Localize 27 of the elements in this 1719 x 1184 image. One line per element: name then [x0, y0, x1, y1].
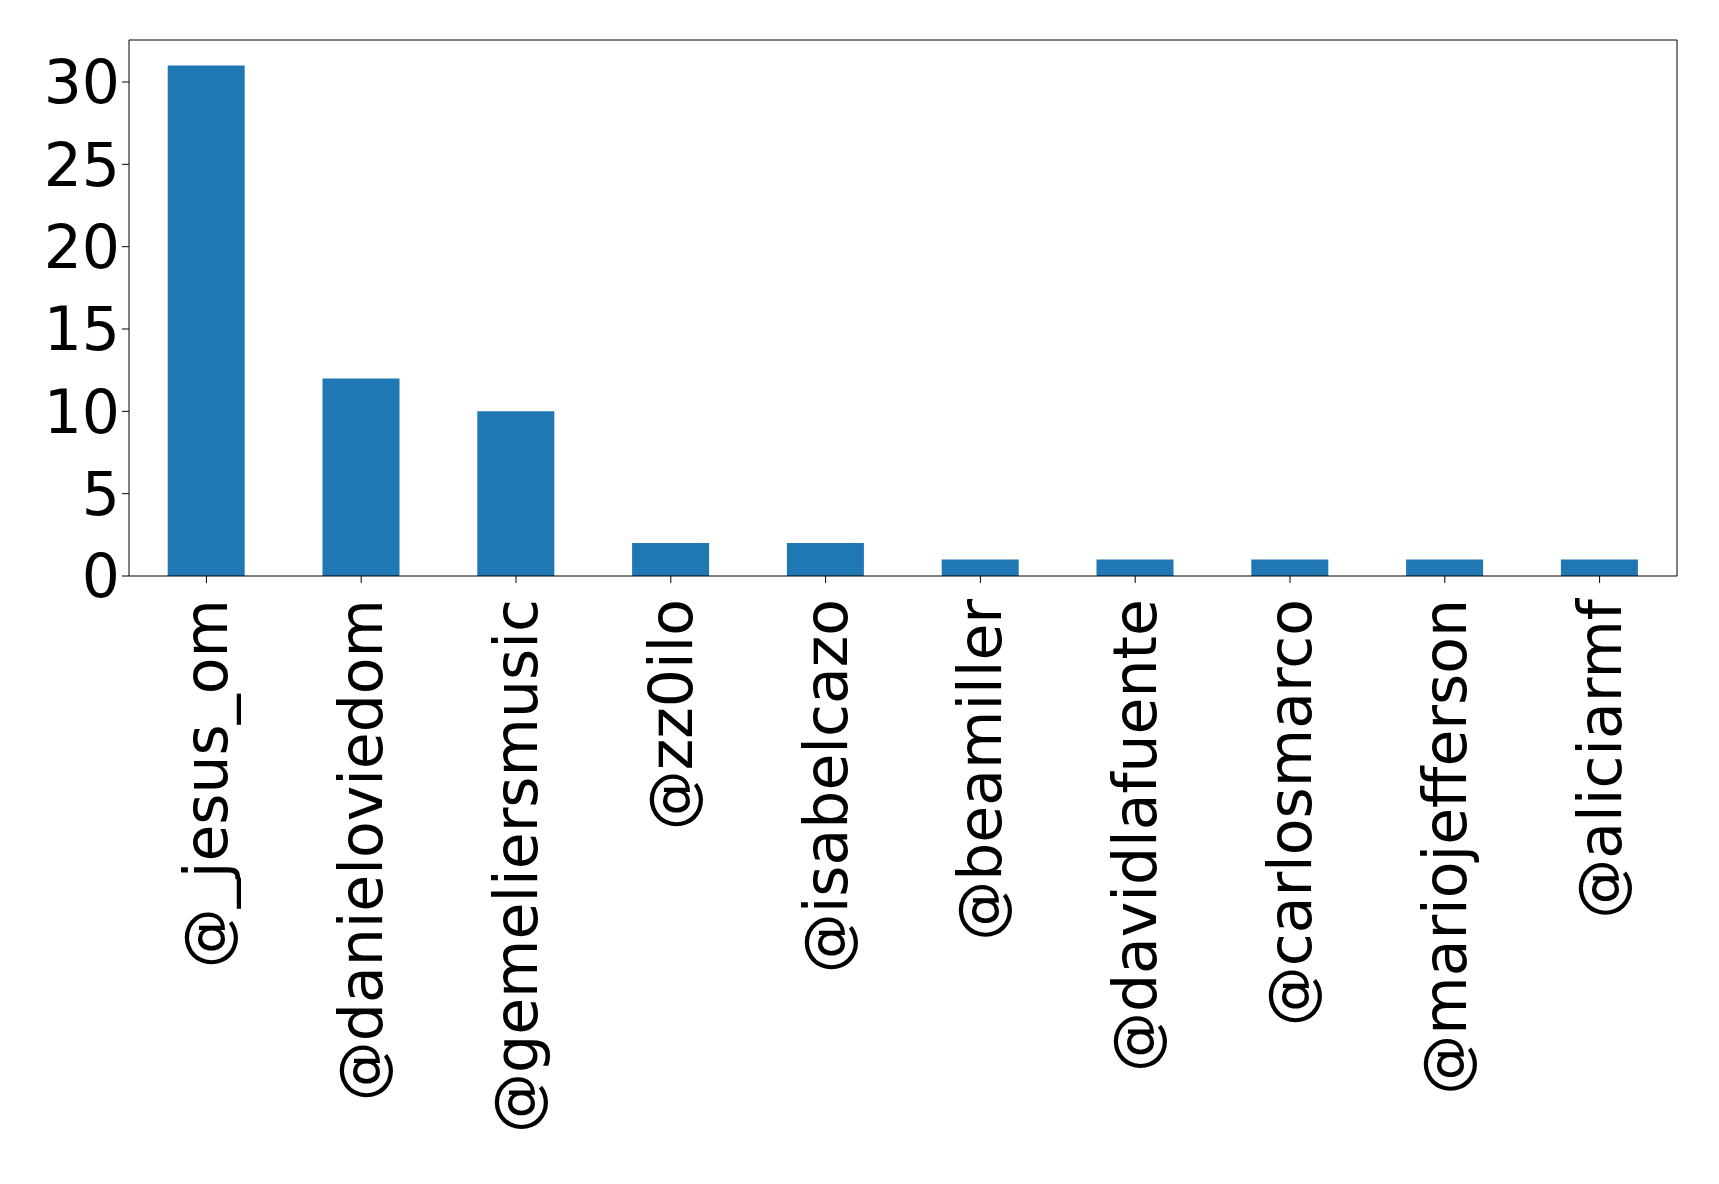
x-tick-label: @_jesus_om — [171, 599, 242, 969]
y-tick-label: 5 — [81, 458, 120, 529]
y-tick-label: 10 — [43, 376, 120, 447]
bar — [477, 411, 555, 576]
x-tick-label: @beamiller — [945, 598, 1016, 941]
bar — [941, 559, 1019, 576]
x-tick-label: @davidlafuente — [1100, 599, 1171, 1073]
y-tick-label: 25 — [43, 129, 120, 200]
bar — [167, 65, 245, 576]
x-tick-label: @danieloviedom — [326, 599, 397, 1102]
bar — [1560, 559, 1638, 576]
x-tick-label: @mariojefferson — [1409, 599, 1480, 1095]
bar — [632, 543, 710, 576]
x-tick-label: @isabelcazo — [790, 599, 861, 974]
y-tick-label: 0 — [81, 541, 120, 612]
y-tick-label: 15 — [43, 294, 120, 365]
x-tick-label: @zz0ilo — [635, 599, 706, 831]
y-tick-label: 20 — [43, 211, 120, 282]
x-tick-label: @carlosmarco — [1255, 599, 1325, 1027]
bar — [1251, 559, 1329, 576]
bar — [322, 378, 400, 576]
y-tick-label: 30 — [43, 47, 120, 118]
x-tick-label: @gemeliersmusic — [481, 599, 551, 1133]
x-tick-label: @aliciarmf — [1564, 597, 1635, 919]
bar — [1096, 559, 1174, 576]
bar — [786, 543, 864, 576]
bar — [1406, 559, 1484, 576]
